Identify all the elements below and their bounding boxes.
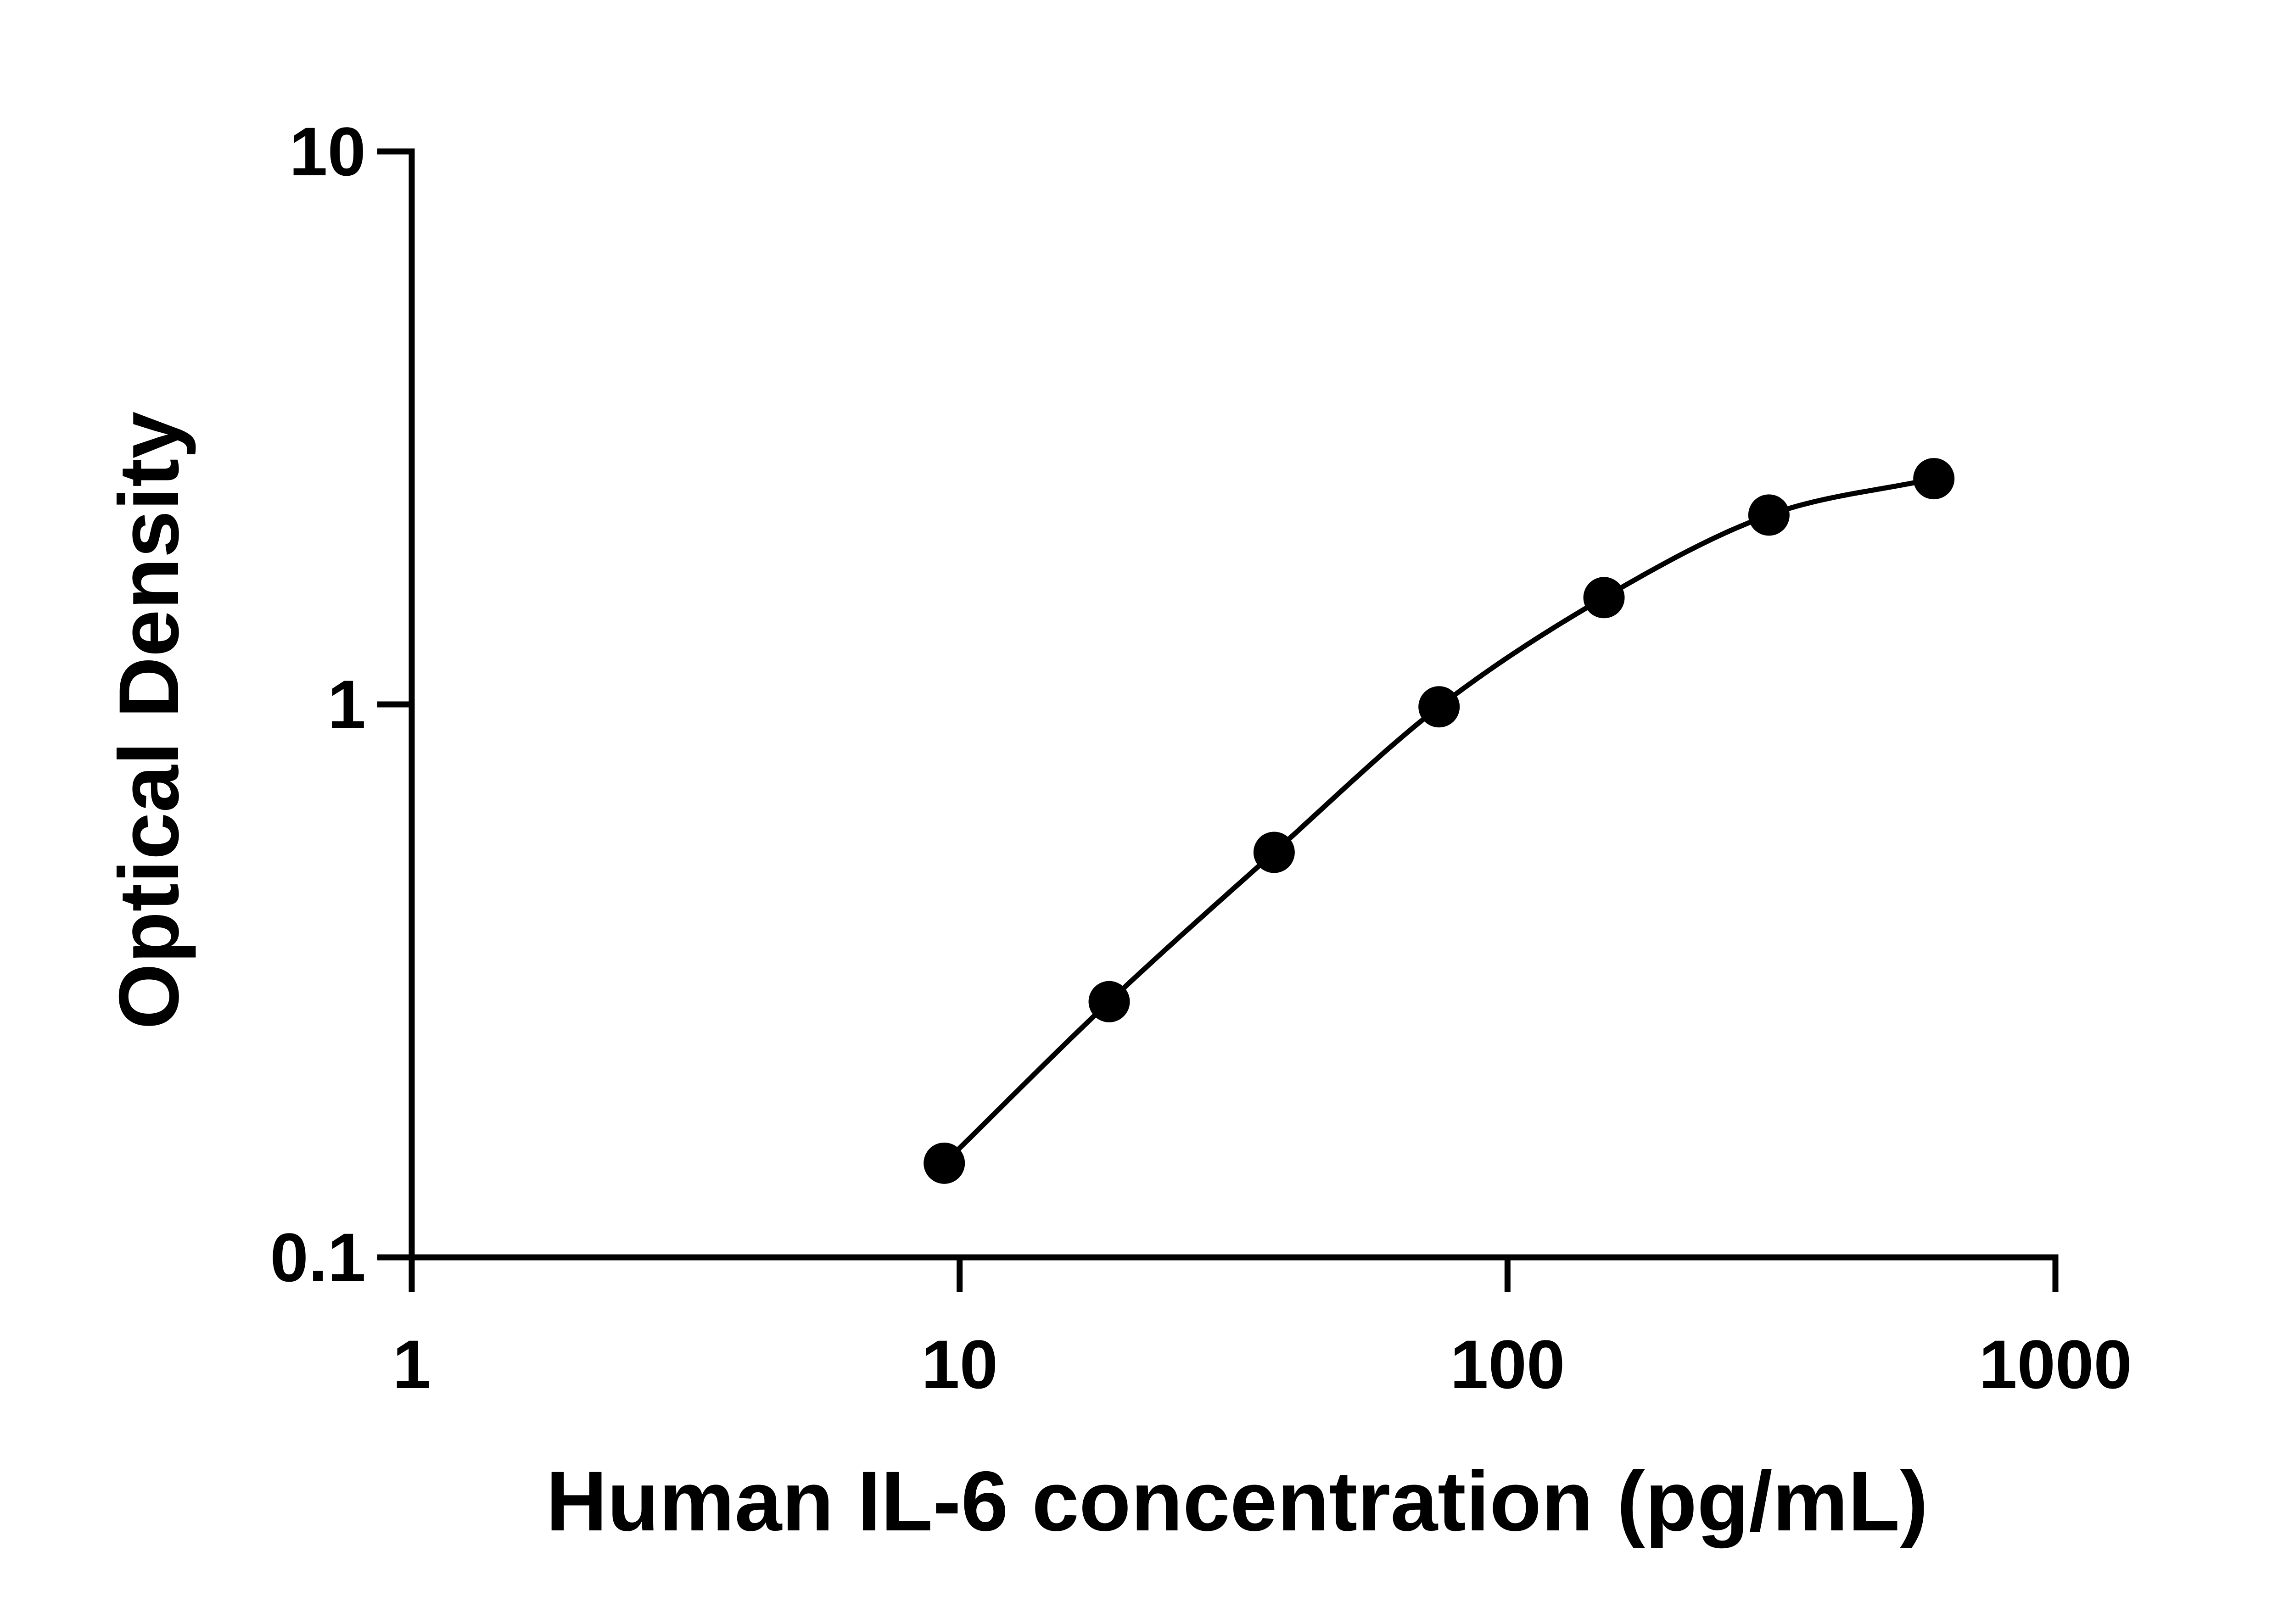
x-tick-label: 1000 bbox=[1979, 1326, 2132, 1403]
data-point bbox=[1748, 494, 1790, 536]
x-axis-title: Human IL-6 concentration (pg/mL) bbox=[546, 1454, 1928, 1549]
y-axis-title: Optical Density bbox=[102, 412, 196, 1030]
tick-labels: 1 10 100 1000 0.1 1 10 bbox=[270, 113, 2132, 1403]
data-points bbox=[924, 458, 1955, 1184]
y-tick-label: 0.1 bbox=[270, 1219, 366, 1296]
axes bbox=[377, 148, 2059, 1292]
data-point bbox=[1088, 981, 1130, 1022]
data-point bbox=[1583, 577, 1625, 619]
data-point bbox=[1253, 832, 1295, 873]
y-tick-label: 1 bbox=[328, 666, 366, 743]
data-point bbox=[1913, 458, 1955, 500]
data-point bbox=[924, 1142, 965, 1184]
y-tick-label: 10 bbox=[289, 113, 366, 190]
fit-curve bbox=[942, 476, 1935, 1165]
x-tick-label: 1 bbox=[392, 1326, 431, 1403]
x-tick-label: 100 bbox=[1450, 1326, 1565, 1403]
x-tick-label: 10 bbox=[921, 1326, 998, 1403]
fit-curve-layer bbox=[942, 476, 1935, 1165]
data-point bbox=[1418, 686, 1460, 728]
